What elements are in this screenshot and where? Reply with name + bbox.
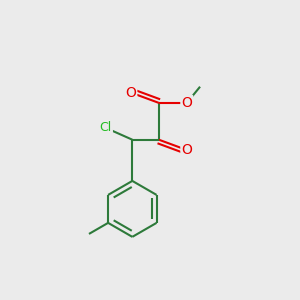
Text: Cl: Cl [100,122,112,134]
Text: O: O [125,85,136,100]
Text: O: O [182,96,192,110]
Text: O: O [182,143,192,157]
